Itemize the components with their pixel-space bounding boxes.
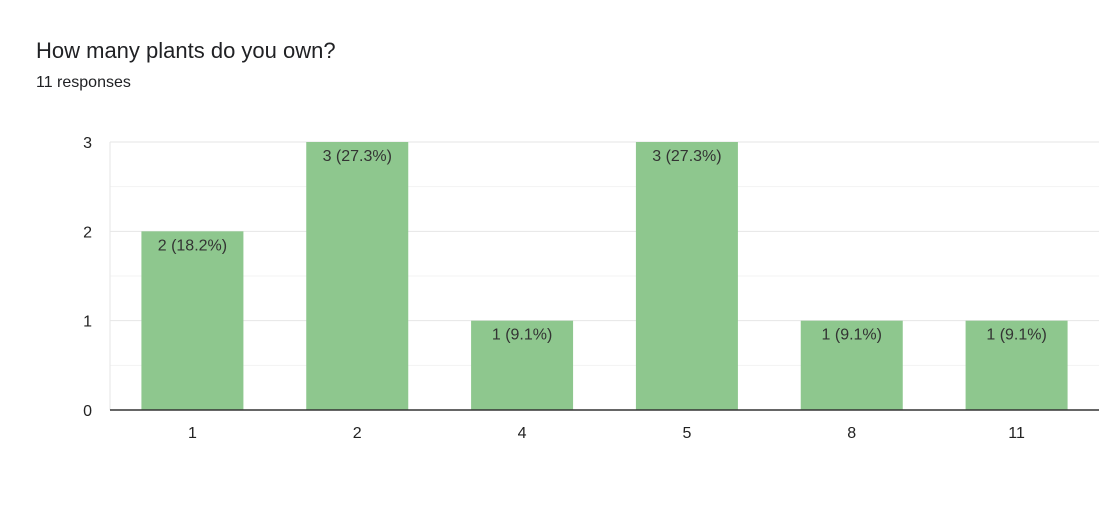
y-tick-label: 1 bbox=[83, 314, 92, 331]
bar bbox=[306, 142, 409, 410]
bars bbox=[141, 142, 1068, 410]
y-tick-label: 0 bbox=[83, 403, 92, 420]
bar bbox=[800, 320, 903, 410]
bar-data-label: 3 (27.3%) bbox=[652, 148, 721, 165]
bar bbox=[471, 320, 574, 410]
x-tick-label: 8 bbox=[847, 425, 856, 442]
bar-data-label: 2 (18.2%) bbox=[158, 237, 227, 254]
bar-data-label: 3 (27.3%) bbox=[323, 148, 392, 165]
bar-data-labels: 2 (18.2%) 3 (27.3%) 1 (9.1%) 3 (27.3%) 1 (9.… bbox=[158, 148, 1047, 344]
bar-data-label: 1 (9.1%) bbox=[822, 327, 882, 344]
response-count: 11 responses bbox=[36, 74, 131, 91]
x-tick-label: 1 bbox=[188, 425, 197, 442]
bar-data-label: 1 (9.1%) bbox=[492, 327, 552, 344]
y-tick-label: 3 bbox=[83, 135, 92, 152]
bar-data-label: 1 (9.1%) bbox=[986, 327, 1046, 344]
bar bbox=[141, 231, 244, 410]
x-tick-label: 2 bbox=[353, 425, 362, 442]
axes: 1 2 4 5 8 11 0 1 2 3 bbox=[83, 135, 1099, 442]
chart-title: How many plants do you own? bbox=[36, 38, 336, 63]
x-tick-label: 4 bbox=[518, 425, 527, 442]
x-tick-label: 5 bbox=[682, 425, 691, 442]
bar bbox=[635, 142, 738, 410]
y-tick-label: 2 bbox=[83, 224, 92, 241]
gridlines bbox=[109, 141, 1099, 410]
x-tick-label: 11 bbox=[1008, 425, 1025, 442]
bar bbox=[965, 320, 1068, 410]
